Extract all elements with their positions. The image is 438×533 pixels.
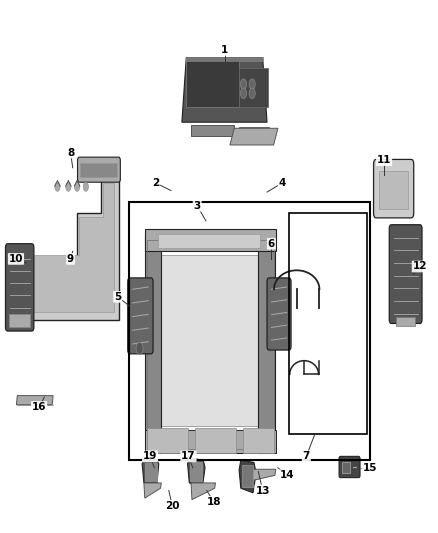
Bar [195,428,237,453]
Text: 2: 2 [152,178,159,188]
Text: 11: 11 [377,155,391,165]
Bar [289,213,367,433]
Text: 1: 1 [221,45,228,55]
Polygon shape [252,469,276,481]
Bar [158,234,261,247]
Polygon shape [182,58,267,122]
Circle shape [240,88,247,99]
Circle shape [249,79,255,90]
Text: 13: 13 [255,486,270,496]
Polygon shape [29,183,114,312]
FancyBboxPatch shape [267,278,291,350]
Circle shape [66,182,71,191]
Polygon shape [25,175,119,320]
Text: 6: 6 [268,239,275,249]
Bar [186,59,239,107]
Bar [161,255,259,426]
Polygon shape [191,483,215,499]
Text: 15: 15 [362,463,377,473]
FancyBboxPatch shape [6,244,34,331]
Polygon shape [142,460,159,483]
Text: 20: 20 [165,500,180,511]
Bar [342,462,350,473]
Bar [130,202,370,460]
FancyBboxPatch shape [374,159,414,218]
Bar [10,313,29,327]
Polygon shape [187,458,205,487]
Text: 19: 19 [143,451,157,462]
Bar [145,430,276,453]
FancyBboxPatch shape [128,278,153,354]
Bar [80,163,117,177]
Bar [242,465,253,487]
Bar [396,317,416,326]
Text: 14: 14 [279,470,294,480]
Bar [145,463,156,481]
Bar [145,236,161,453]
Bar [239,127,269,136]
Text: 17: 17 [181,451,196,462]
Polygon shape [230,128,278,145]
Text: 3: 3 [194,201,201,211]
Circle shape [55,182,60,191]
Text: 8: 8 [67,148,74,158]
Bar [191,125,234,136]
Polygon shape [239,460,256,493]
Bar [147,240,274,449]
Bar [145,229,276,252]
FancyBboxPatch shape [78,157,120,182]
Polygon shape [144,483,161,498]
Circle shape [249,88,255,99]
Bar [243,428,274,453]
Circle shape [83,182,88,191]
Circle shape [74,182,80,191]
Text: 12: 12 [413,262,427,271]
Bar [258,236,275,453]
Bar [147,428,188,453]
Polygon shape [16,395,53,405]
FancyBboxPatch shape [339,456,360,478]
Bar [239,68,268,107]
Text: 5: 5 [114,292,121,302]
Text: 7: 7 [303,451,310,462]
Text: 9: 9 [67,254,74,264]
Text: 18: 18 [206,497,221,507]
FancyBboxPatch shape [389,225,422,324]
Circle shape [136,342,143,354]
Text: 16: 16 [32,402,46,412]
Bar [190,462,202,481]
Bar [186,57,263,61]
Text: 4: 4 [279,178,286,188]
Bar [379,171,408,209]
Text: 10: 10 [9,254,23,264]
Circle shape [240,79,247,90]
